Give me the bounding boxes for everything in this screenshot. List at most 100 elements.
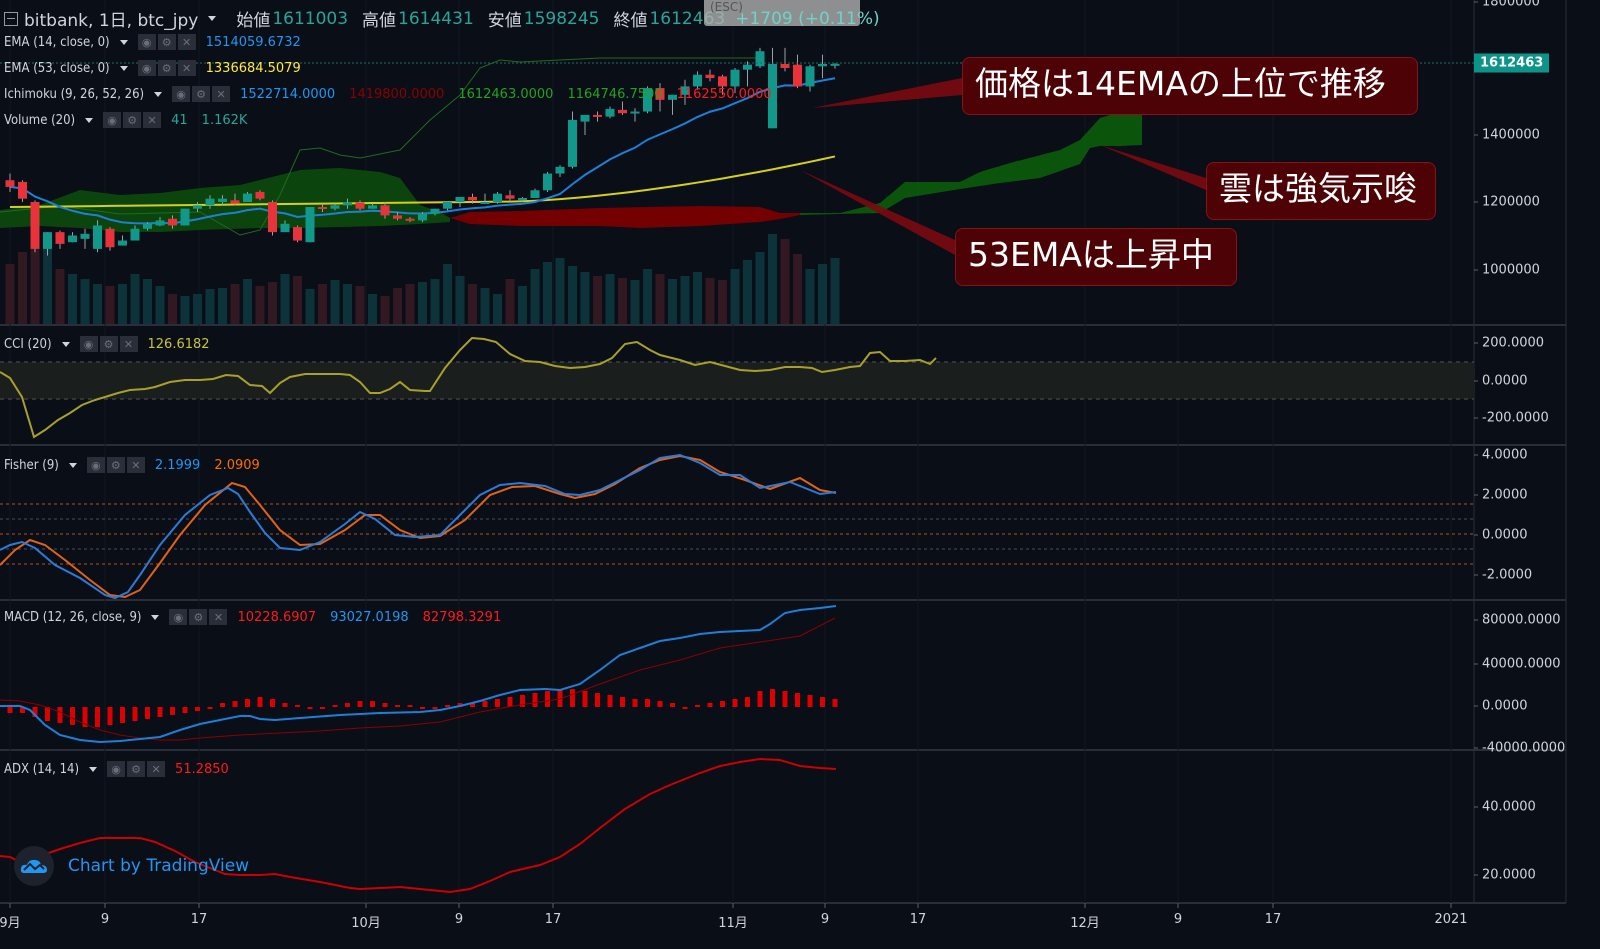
callout-ema53-rising[interactable]: 53EMAは上昇中: [955, 228, 1237, 286]
volume-bar: [118, 284, 127, 324]
legend-adx-title[interactable]: ADX (14, 14): [4, 761, 80, 777]
gear-icon[interactable]: ⚙: [157, 60, 176, 76]
chevron-down-icon[interactable]: [68, 462, 77, 468]
tradingview-branding[interactable]: Chart by TradingView: [14, 846, 249, 886]
time-axis-label: 9: [1173, 912, 1183, 927]
macd-histogram-bar: [607, 695, 613, 707]
volume-bar: [243, 279, 252, 324]
candle-body: [768, 63, 777, 129]
legend-volume-title[interactable]: Volume (20): [4, 112, 76, 128]
close-icon[interactable]: ✕: [177, 60, 196, 76]
symbol-title[interactable]: bitbank, 1日, btc_jpy: [24, 11, 199, 31]
macd-histogram-bar: [170, 707, 175, 715]
legend-ichimoku-value-0: 1522714.0000: [240, 86, 336, 102]
volume-bar: [305, 289, 315, 324]
volume-bar: [543, 262, 552, 324]
candle-body: [255, 191, 265, 199]
candle-body: [293, 227, 302, 241]
price-axis-main-tick: 1800000: [1482, 0, 1540, 10]
chevron-down-icon[interactable]: [119, 39, 128, 45]
eye-icon[interactable]: ◉: [79, 336, 98, 352]
macd-histogram-bar: [95, 707, 100, 727]
time-axis-label: 17: [1264, 912, 1282, 927]
callout-cloud-bullish[interactable]: 雲は強気示唆: [1206, 162, 1436, 220]
volume-bar: [355, 286, 365, 324]
chevron-down-icon[interactable]: [119, 65, 128, 71]
close-icon[interactable]: ✕: [143, 112, 162, 128]
legend-ichimoku[interactable]: Ichimoku (9, 26, 52, 26) ◉ ⚙ ✕ 1522714.0000 1…: [4, 86, 786, 102]
chevron-down-icon[interactable]: [85, 117, 94, 123]
eye-icon[interactable]: ◉: [137, 60, 156, 76]
eye-icon[interactable]: ◉: [107, 761, 126, 777]
legend-volume[interactable]: Volume (20) ◉ ⚙ ✕ 41 1.162K: [4, 112, 261, 128]
legend-ema14[interactable]: EMA (14, close, 0) ◉ ⚙ ✕ 1514059.6732: [4, 34, 315, 50]
legend-ema14-title[interactable]: EMA (14, close, 0): [4, 34, 110, 50]
close-icon[interactable]: ✕: [126, 457, 145, 473]
chevron-down-icon[interactable]: [154, 91, 163, 97]
volume-bar: [593, 276, 602, 324]
gear-icon[interactable]: ⚙: [106, 457, 125, 473]
legend-ichimoku-title[interactable]: Ichimoku (9, 26, 52, 26): [4, 86, 145, 102]
eye-icon[interactable]: ◉: [86, 457, 105, 473]
candle-body: [593, 114, 602, 117]
candle-body: [718, 76, 727, 87]
price-axis-cci-tick: 200.0000: [1482, 335, 1545, 351]
legend-fisher[interactable]: Fisher (9) ◉ ⚙ ✕ 2.1999 2.0909: [4, 457, 274, 473]
legend-ema53[interactable]: EMA (53, close, 0) ◉ ⚙ ✕ 1336684.5079: [4, 60, 315, 76]
time-axis-label: 12月: [1070, 916, 1100, 931]
macd-histogram-bar: [595, 693, 600, 707]
candle-body: [243, 193, 252, 202]
candle-body: [68, 235, 77, 243]
legend-cci[interactable]: CCI (20) ◉ ⚙ ✕ 126.6182: [4, 336, 224, 352]
legend-macd-title[interactable]: MACD (12, 26, close, 9): [4, 609, 142, 625]
gear-icon[interactable]: ⚙: [157, 34, 176, 50]
volume-bar: [380, 296, 390, 324]
legend-macd[interactable]: MACD (12, 26, close, 9) ◉ ⚙ ✕ 10228.6907 9302…: [4, 609, 515, 625]
gear-icon[interactable]: ⚙: [192, 86, 211, 102]
candle-body: [43, 232, 52, 249]
legend-cci-title[interactable]: CCI (20): [4, 336, 52, 352]
callout-price-above-ema14[interactable]: 価格は14EMAの上位で推移: [962, 57, 1418, 115]
macd-histogram-bar: [720, 701, 725, 707]
eye-icon[interactable]: ◉: [103, 112, 122, 128]
chevron-down-icon[interactable]: [151, 614, 160, 620]
fisher-line: [0, 453, 837, 600]
legend-ema53-title[interactable]: EMA (53, close, 0): [4, 60, 110, 76]
macd-signal-line: [0, 617, 836, 741]
candle-body: [330, 205, 340, 209]
chevron-down-icon[interactable]: [208, 16, 217, 21]
eye-icon[interactable]: ◉: [172, 86, 191, 102]
candle-body: [568, 119, 577, 167]
candle-body: [18, 181, 27, 199]
gear-icon[interactable]: ⚙: [127, 761, 146, 777]
close-icon[interactable]: ✕: [147, 761, 166, 777]
volume-bar: [443, 264, 452, 324]
macd-histogram-bar: [120, 707, 125, 723]
eye-icon[interactable]: ◉: [169, 609, 188, 625]
close-icon[interactable]: ✕: [209, 609, 228, 625]
eye-icon[interactable]: ◉: [137, 34, 156, 50]
gear-icon[interactable]: ⚙: [99, 336, 118, 352]
macd-histogram-bar: [682, 707, 688, 709]
legend-adx[interactable]: ADX (14, 14) ◉ ⚙ ✕ 51.2850: [4, 761, 243, 777]
volume-bar: [168, 294, 177, 324]
candle-body: [218, 198, 227, 202]
legend-fisher-title[interactable]: Fisher (9): [4, 457, 59, 473]
chevron-down-icon[interactable]: [61, 341, 70, 347]
volume-bar: [680, 276, 690, 324]
close-icon[interactable]: ✕: [177, 34, 196, 50]
close-icon[interactable]: ✕: [212, 86, 231, 102]
gear-icon[interactable]: ⚙: [189, 609, 208, 625]
gear-icon[interactable]: ⚙: [123, 112, 142, 128]
candle-body: [543, 173, 552, 191]
candle-body: [480, 202, 490, 204]
legend-macd-value-1: 93027.0198: [330, 609, 409, 625]
candle-body: [743, 64, 752, 70]
close-icon[interactable]: ✕: [119, 336, 138, 352]
volume-bar: [455, 276, 465, 324]
chevron-down-icon[interactable]: [89, 766, 98, 772]
collapse-icon[interactable]: [4, 11, 18, 26]
close-label: 終値: [613, 11, 648, 31]
volume-bar: [693, 272, 702, 324]
